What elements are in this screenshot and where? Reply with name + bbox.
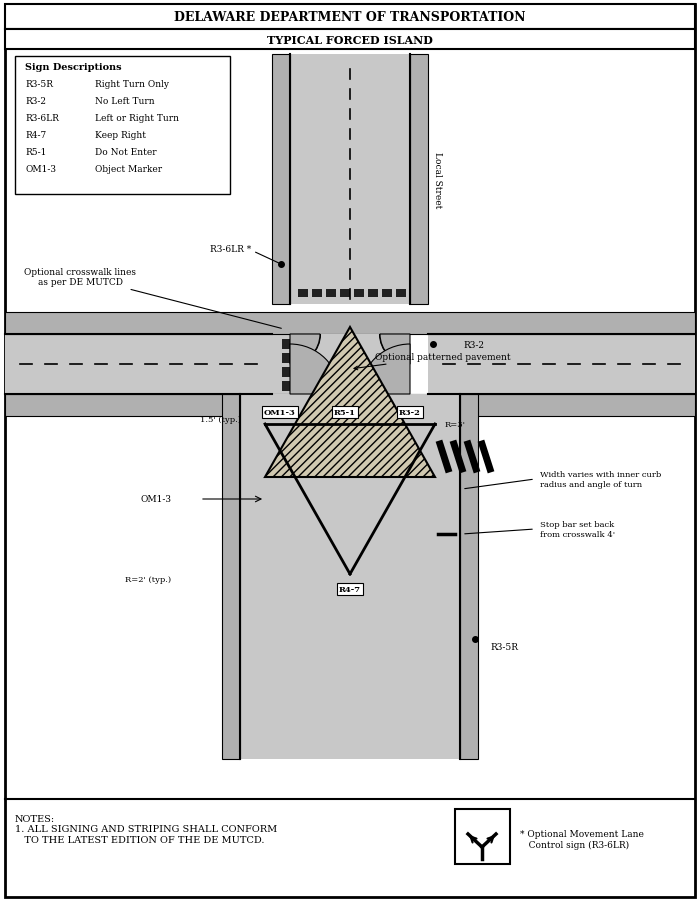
- Text: Object Marker: Object Marker: [95, 165, 162, 174]
- Bar: [382, 290, 392, 298]
- Text: R=3': R=3': [445, 420, 466, 428]
- Bar: [460, 394, 478, 759]
- Text: R3-2: R3-2: [25, 97, 46, 106]
- Bar: [340, 290, 350, 298]
- Wedge shape: [290, 345, 340, 394]
- Text: 1.5' (typ.): 1.5' (typ.): [199, 416, 241, 424]
- Text: * Optional Movement Lane
   Control sign (R3-6LR): * Optional Movement Lane Control sign (R…: [520, 829, 644, 849]
- Text: No Left Turn: No Left Turn: [95, 97, 155, 106]
- Text: Stop bar set back
from crosswalk 4': Stop bar set back from crosswalk 4': [540, 520, 615, 538]
- Text: Width varies with inner curb
radius and angle of turn: Width varies with inner curb radius and …: [540, 471, 662, 488]
- Polygon shape: [265, 327, 435, 477]
- Bar: [312, 290, 322, 298]
- Bar: [396, 290, 406, 298]
- Bar: [354, 290, 364, 298]
- Bar: [240, 394, 460, 759]
- Text: R3-2: R3-2: [463, 340, 484, 349]
- Bar: [282, 368, 290, 378]
- Text: R4-7: R4-7: [25, 131, 46, 140]
- Wedge shape: [380, 335, 410, 364]
- Bar: [428, 335, 695, 394]
- Bar: [282, 382, 290, 391]
- Text: TYPICAL FORCED ISLAND: TYPICAL FORCED ISLAND: [267, 34, 433, 45]
- Text: NOTES:
1. ALL SIGNING AND STRIPING SHALL CONFORM
   TO THE LATEST EDITION OF THE: NOTES: 1. ALL SIGNING AND STRIPING SHALL…: [15, 815, 277, 844]
- Text: Left or Right Turn: Left or Right Turn: [95, 114, 179, 123]
- Text: OM1-3: OM1-3: [264, 409, 296, 417]
- Bar: [326, 290, 336, 298]
- Text: R3-5R: R3-5R: [490, 643, 518, 652]
- Text: R3-2: R3-2: [399, 409, 421, 417]
- Text: Local Street: Local Street: [433, 152, 442, 208]
- Bar: [282, 340, 290, 350]
- Bar: [290, 335, 410, 394]
- Text: Do Not Enter: Do Not Enter: [95, 148, 157, 157]
- Text: R5-1: R5-1: [334, 409, 356, 417]
- Bar: [5, 394, 695, 417]
- Bar: [5, 5, 695, 30]
- Text: Sign Descriptions: Sign Descriptions: [25, 63, 122, 72]
- Bar: [272, 55, 290, 305]
- FancyBboxPatch shape: [15, 57, 230, 195]
- Text: DELAWARE DEPARTMENT OF TRANSPORTATION: DELAWARE DEPARTMENT OF TRANSPORTATION: [174, 11, 526, 23]
- Bar: [222, 394, 240, 759]
- Bar: [368, 290, 378, 298]
- Bar: [282, 354, 290, 364]
- Text: R4-7: R4-7: [339, 585, 361, 594]
- Text: R3-6LR *: R3-6LR *: [210, 245, 251, 254]
- Text: Keep Right: Keep Right: [95, 131, 146, 140]
- Bar: [5, 335, 290, 394]
- Wedge shape: [360, 345, 410, 394]
- Wedge shape: [290, 335, 320, 364]
- Text: Right Turn Only: Right Turn Only: [95, 80, 169, 89]
- Bar: [455, 809, 510, 864]
- Text: Optional crosswalk lines
as per DE MUTCD: Optional crosswalk lines as per DE MUTCD: [24, 267, 281, 329]
- Text: R3-5R: R3-5R: [25, 80, 53, 89]
- Text: R=2' (typ.): R=2' (typ.): [125, 575, 171, 584]
- Text: OM1-3: OM1-3: [140, 495, 171, 504]
- Bar: [5, 313, 695, 335]
- Bar: [298, 290, 308, 298]
- Text: R3-6LR: R3-6LR: [25, 114, 59, 123]
- Text: OM1-3: OM1-3: [25, 165, 56, 174]
- Text: Optional patterned pavement: Optional patterned pavement: [354, 353, 510, 371]
- Bar: [5, 30, 695, 50]
- Text: R5-1: R5-1: [25, 148, 46, 157]
- Bar: [410, 55, 428, 305]
- Bar: [290, 55, 410, 305]
